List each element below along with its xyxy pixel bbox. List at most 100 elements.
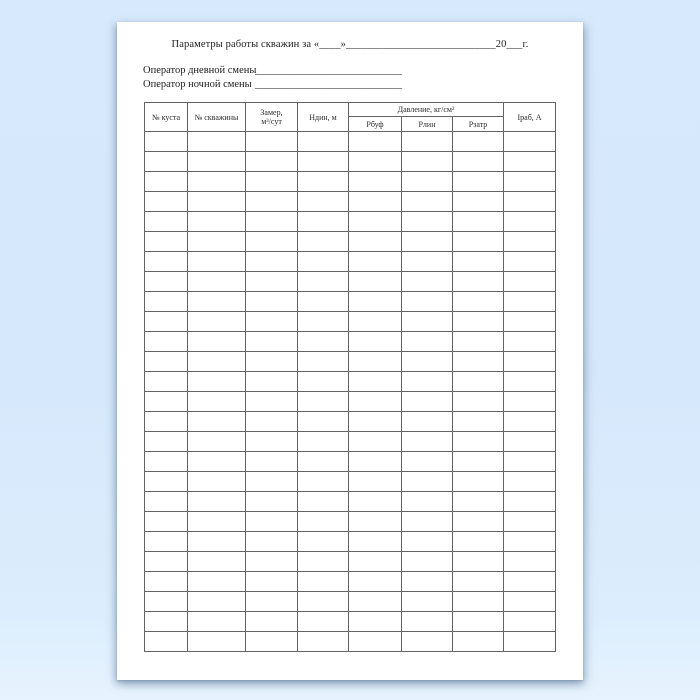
table-empty-cell	[451, 251, 505, 272]
table-empty-cell	[401, 211, 453, 232]
table-empty-cell	[503, 151, 557, 172]
table-row	[144, 231, 557, 252]
table-empty-cell	[451, 431, 505, 452]
table-empty-cell	[451, 371, 505, 392]
table-empty-cell	[348, 551, 402, 572]
table-empty-cell	[503, 471, 557, 492]
table-empty-cell	[348, 191, 402, 212]
table-row	[144, 511, 557, 532]
table-empty-cell	[401, 231, 453, 252]
table-empty-cell	[503, 511, 557, 532]
table-empty-cell	[503, 251, 557, 272]
table-empty-cell	[401, 551, 453, 572]
operator-day-row: Оператор дневной смены _________________…	[143, 64, 402, 78]
table-empty-cell	[401, 271, 453, 292]
table-empty-cell	[245, 371, 298, 392]
table-empty-cell	[187, 411, 246, 432]
header-cell-irab: Iраб, А	[503, 102, 557, 132]
table-empty-cell	[451, 571, 505, 592]
table-empty-cell	[144, 591, 188, 612]
table-empty-cell	[297, 631, 349, 652]
table-empty-cell	[451, 491, 505, 512]
table-empty-cell	[401, 251, 453, 272]
table-empty-cell	[503, 131, 557, 152]
table-empty-cell	[348, 451, 402, 472]
table-empty-cell	[144, 191, 188, 212]
table-empty-cell	[451, 331, 505, 352]
table-row	[144, 191, 557, 212]
operators-block: Оператор дневной смены _________________…	[143, 64, 402, 91]
table-empty-cell	[245, 511, 298, 532]
table-empty-cell	[187, 371, 246, 392]
table-empty-cell	[297, 611, 349, 632]
table-empty-cell	[245, 271, 298, 292]
table-empty-cell	[187, 551, 246, 572]
table-empty-cell	[187, 631, 246, 652]
table-empty-cell	[401, 291, 453, 312]
table-empty-cell	[245, 331, 298, 352]
table-empty-cell	[503, 631, 557, 652]
parameters-table: № куста № скважины Замер, м³/сут Ндин, м…	[144, 102, 557, 652]
table-empty-cell	[451, 511, 505, 532]
table-empty-cell	[144, 151, 188, 172]
table-empty-cell	[503, 351, 557, 372]
table-empty-cell	[348, 271, 402, 292]
table-empty-cell	[401, 591, 453, 612]
table-row	[144, 491, 557, 512]
table-empty-cell	[297, 491, 349, 512]
operator-night-blank-line: ____________________________	[255, 78, 402, 90]
table-empty-cell	[297, 531, 349, 552]
table-empty-cell	[245, 291, 298, 312]
table-empty-cell	[348, 291, 402, 312]
table-empty-cell	[245, 351, 298, 372]
table-empty-cell	[451, 131, 505, 152]
table-empty-cell	[503, 291, 557, 312]
table-empty-cell	[401, 371, 453, 392]
table-empty-cell	[348, 471, 402, 492]
table-empty-cell	[187, 151, 246, 172]
table-empty-cell	[144, 311, 188, 332]
table-row	[144, 211, 557, 232]
table-empty-cell	[187, 231, 246, 252]
table-empty-cell	[187, 191, 246, 212]
table-header-row-1: № куста № скважины Замер, м³/сут Ндин, м…	[144, 102, 557, 132]
table-empty-cell	[144, 131, 188, 152]
table-empty-cell	[144, 211, 188, 232]
table-empty-cell	[348, 371, 402, 392]
table-empty-cell	[503, 211, 557, 232]
table-row	[144, 471, 557, 492]
table-empty-cell	[401, 611, 453, 632]
table-empty-cell	[245, 391, 298, 412]
table-empty-cell	[451, 311, 505, 332]
table-empty-cell	[297, 211, 349, 232]
document-title: Параметры работы скважин за «____»______…	[171, 39, 529, 50]
header-cell-well: № скважины	[187, 102, 246, 132]
table-row	[144, 551, 557, 572]
table-empty-cell	[401, 631, 453, 652]
table-empty-cell	[297, 571, 349, 592]
table-row	[144, 151, 557, 172]
table-empty-cell	[297, 231, 349, 252]
table-empty-cell	[144, 451, 188, 472]
table-empty-cell	[451, 471, 505, 492]
table-empty-cell	[245, 131, 298, 152]
header-cell-zamer: Замер, м³/сут	[245, 102, 298, 132]
table-empty-cell	[187, 491, 246, 512]
table-row	[144, 571, 557, 592]
table-empty-cell	[503, 591, 557, 612]
table-empty-cell	[401, 191, 453, 212]
table-empty-cell	[503, 311, 557, 332]
header-cell-kust: № куста	[144, 102, 188, 132]
table-empty-cell	[348, 611, 402, 632]
table-empty-cell	[144, 391, 188, 412]
table-row	[144, 391, 557, 412]
table-empty-cell	[401, 411, 453, 432]
table-empty-cell	[297, 151, 349, 172]
table-empty-cell	[503, 411, 557, 432]
table-empty-cell	[451, 171, 505, 192]
table-empty-cell	[503, 331, 557, 352]
table-empty-cell	[503, 531, 557, 552]
table-empty-cell	[297, 251, 349, 272]
table-empty-cell	[451, 451, 505, 472]
table-empty-cell	[451, 631, 505, 652]
